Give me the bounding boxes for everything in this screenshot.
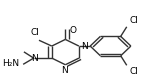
Text: Cl: Cl	[130, 67, 139, 76]
Text: H₂N: H₂N	[2, 59, 19, 68]
Text: N: N	[31, 54, 38, 63]
Text: N: N	[82, 42, 88, 51]
Text: N: N	[61, 66, 68, 75]
Text: Cl: Cl	[130, 16, 139, 25]
Text: Cl: Cl	[31, 28, 40, 37]
Text: O: O	[70, 26, 77, 35]
